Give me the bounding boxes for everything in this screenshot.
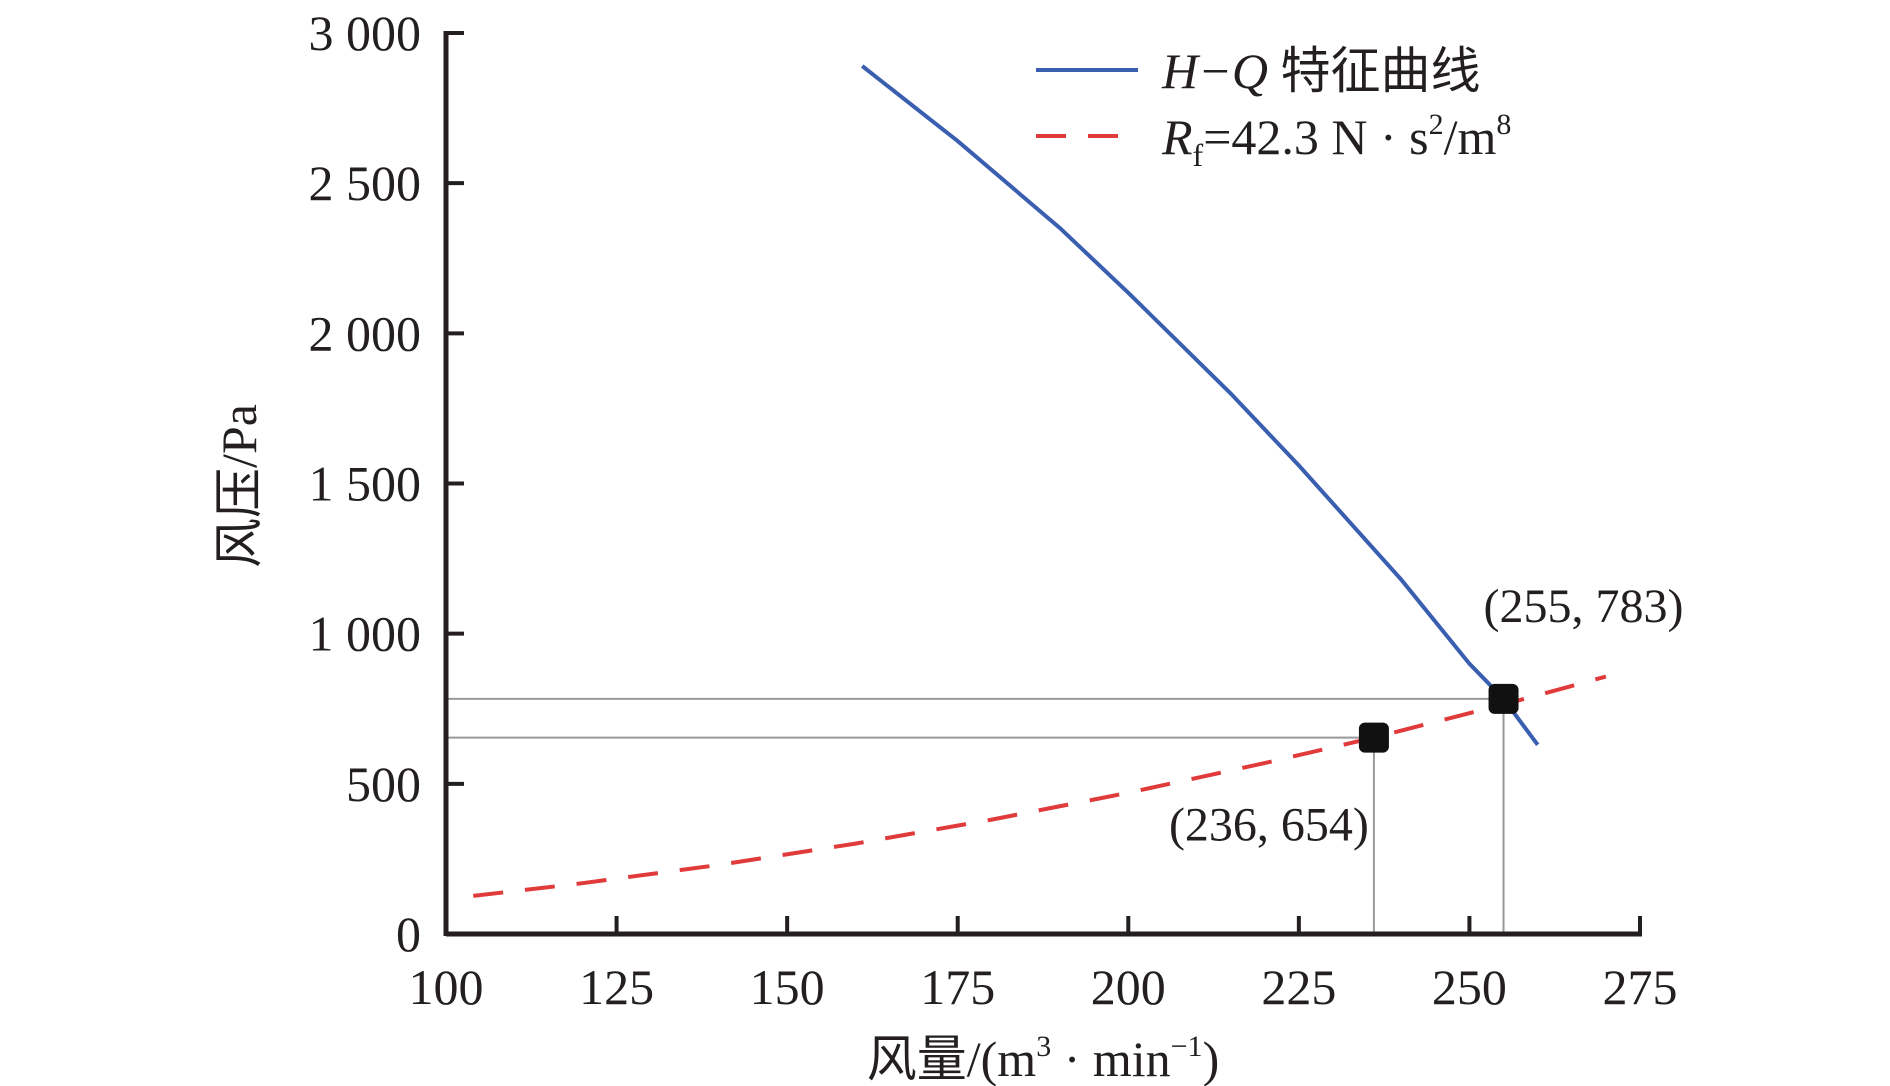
x-tick-label: 150: [750, 959, 825, 1015]
x-tick-label: 100: [409, 959, 484, 1015]
x-tick-label: 175: [920, 959, 995, 1015]
point-label: (255, 783): [1484, 580, 1684, 633]
x-tick-label: 200: [1091, 959, 1166, 1015]
x-axis-label-main: 风量/(m: [867, 1031, 1037, 1086]
y-tick-label: 1 500: [309, 456, 422, 512]
x-tick-label: 275: [1603, 959, 1678, 1015]
y-tick-label: 2 500: [309, 155, 422, 211]
y-tick-label: 0: [396, 906, 421, 962]
x-tick-label: 125: [579, 959, 654, 1015]
x-axis-label-sup1: 3: [1036, 1030, 1051, 1063]
x-tick-label: 225: [1261, 959, 1336, 1015]
intersection-points: (236, 654) (255, 783): [1169, 580, 1684, 852]
series-line-0: [860, 64, 1540, 746]
point-label: (236, 654): [1169, 799, 1369, 852]
x-axis-label-mid: · min: [1051, 1031, 1170, 1086]
y-tick-label: 1 000: [309, 606, 422, 662]
x-axis-label-end: ): [1203, 1031, 1220, 1086]
series-group: [473, 64, 1607, 898]
series-line-1: [473, 674, 1607, 898]
axes: 100 125 150 175 200 225 250 275 0 500 1 000 1 500 2 …: [309, 5, 1678, 1015]
y-tick-label: 3 000: [309, 5, 422, 61]
intersection-marker: [1488, 683, 1519, 714]
x-axis-label: 风量/(m3 · min−1): [867, 1030, 1219, 1086]
legend: H−Q 特征曲线 Rf=42.3 N · s2/m8: [1036, 43, 1511, 173]
x-tick-label: 250: [1432, 959, 1507, 1015]
legend-label-rf: Rf=42.3 N · s2/m8: [1161, 108, 1511, 173]
x-axis-label-sup2: −1: [1171, 1030, 1203, 1063]
guide-lines: [446, 697, 1505, 934]
y-axis-label: 风压/Pa: [211, 404, 267, 568]
y-tick-label: 500: [346, 756, 421, 812]
y-tick-label: 2 000: [309, 305, 422, 361]
intersection-marker: [1358, 722, 1389, 753]
legend-label-hq: H−Q 特征曲线: [1161, 43, 1480, 99]
